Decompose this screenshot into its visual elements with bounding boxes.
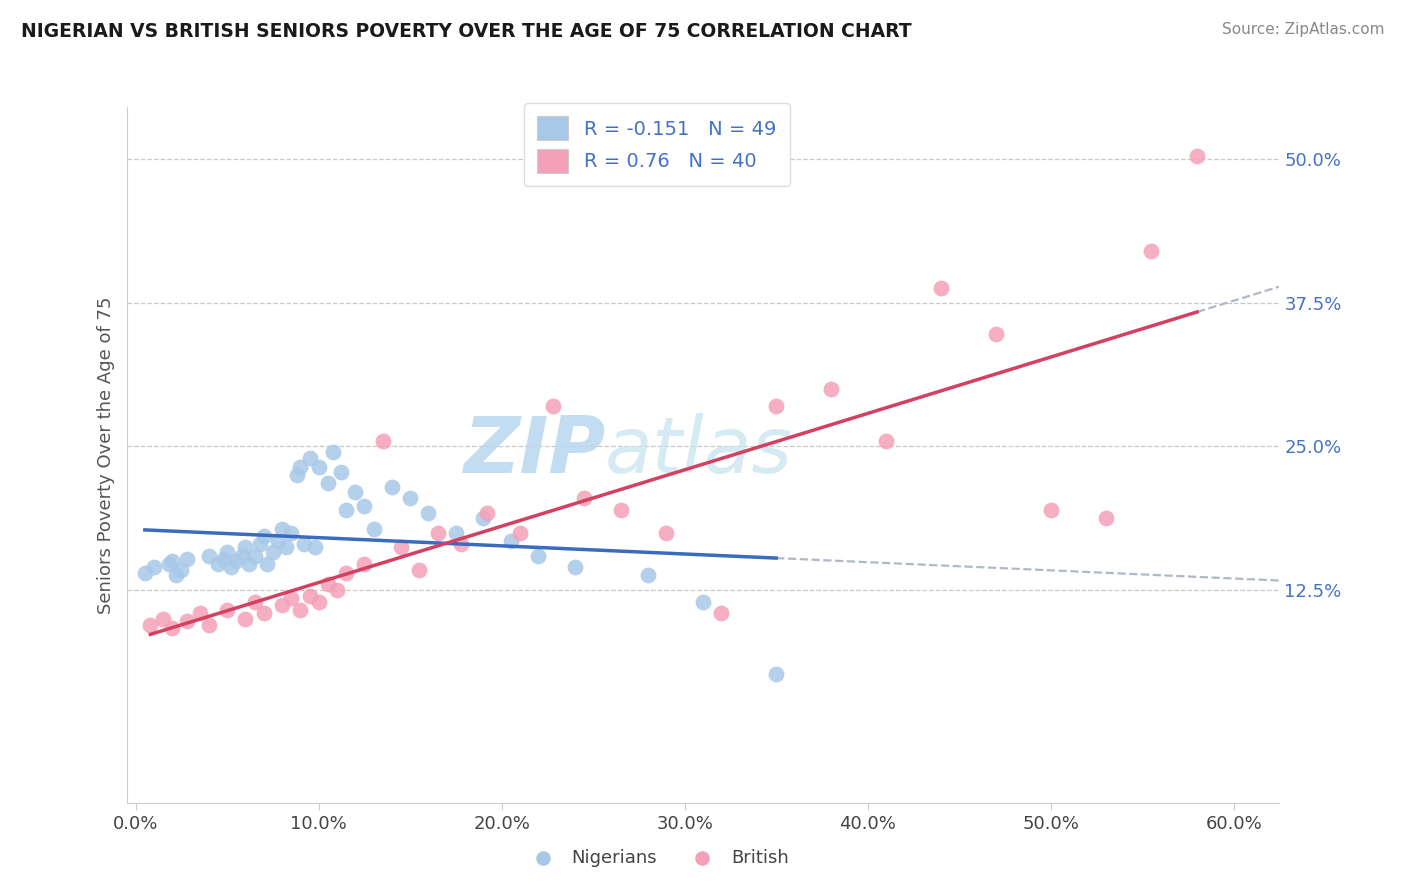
Point xyxy=(280,525,302,540)
Point xyxy=(139,617,162,632)
Point xyxy=(157,557,180,571)
Point xyxy=(198,617,221,632)
Point xyxy=(399,491,422,505)
Point xyxy=(188,606,211,620)
Point xyxy=(243,549,266,563)
Point xyxy=(408,564,430,578)
Point xyxy=(143,560,166,574)
Point xyxy=(609,502,631,516)
Point xyxy=(290,602,312,616)
Point xyxy=(1140,244,1163,258)
Point xyxy=(134,566,156,580)
Point xyxy=(170,564,193,578)
Text: atlas: atlas xyxy=(605,413,793,490)
Point xyxy=(231,549,253,563)
Point xyxy=(308,594,330,608)
Point xyxy=(271,522,294,536)
Point xyxy=(929,280,952,294)
Point xyxy=(371,434,394,448)
Point xyxy=(984,326,1007,341)
Point xyxy=(329,465,352,479)
Point xyxy=(527,549,550,563)
Point xyxy=(298,589,321,603)
Point xyxy=(235,541,257,555)
Text: NIGERIAN VS BRITISH SENIORS POVERTY OVER THE AGE OF 75 CORRELATION CHART: NIGERIAN VS BRITISH SENIORS POVERTY OVER… xyxy=(21,22,911,41)
Point xyxy=(389,541,412,555)
Point xyxy=(655,525,678,540)
Point xyxy=(564,560,586,574)
Point xyxy=(285,468,308,483)
Point xyxy=(765,667,787,681)
Point xyxy=(249,537,271,551)
Point xyxy=(271,598,294,612)
Point xyxy=(322,445,344,459)
Point xyxy=(335,566,357,580)
Point xyxy=(499,533,522,548)
Point xyxy=(280,591,302,606)
Point xyxy=(238,557,260,571)
Point xyxy=(219,560,242,574)
Point xyxy=(472,510,495,524)
Point xyxy=(290,460,312,475)
Y-axis label: Seniors Poverty Over the Age of 75: Seniors Poverty Over the Age of 75 xyxy=(97,296,115,614)
Point xyxy=(326,582,349,597)
Point xyxy=(475,506,498,520)
Point xyxy=(217,545,239,559)
Point xyxy=(541,399,564,413)
Point xyxy=(444,525,467,540)
Point xyxy=(162,621,184,635)
Point xyxy=(217,602,239,616)
Point xyxy=(304,541,326,555)
Point xyxy=(292,537,315,551)
Point xyxy=(316,476,339,491)
Point xyxy=(165,568,187,582)
Point xyxy=(353,557,375,571)
Point xyxy=(572,491,595,505)
Text: Source: ZipAtlas.com: Source: ZipAtlas.com xyxy=(1222,22,1385,37)
Point xyxy=(256,557,278,571)
Point xyxy=(198,549,221,563)
Point xyxy=(152,612,174,626)
Point xyxy=(637,568,659,582)
Point xyxy=(308,460,330,475)
Point xyxy=(509,525,531,540)
Point xyxy=(207,557,229,571)
Point xyxy=(267,533,290,548)
Point xyxy=(353,499,375,513)
Point xyxy=(225,554,247,568)
Point xyxy=(875,434,897,448)
Point xyxy=(820,382,842,396)
Point xyxy=(1094,510,1116,524)
Point xyxy=(381,479,404,493)
Point xyxy=(363,522,385,536)
Point xyxy=(710,606,733,620)
Text: ZIP: ZIP xyxy=(463,413,605,490)
Point xyxy=(253,529,276,543)
Point xyxy=(692,594,714,608)
Legend: Nigerians, British: Nigerians, British xyxy=(517,841,796,874)
Point xyxy=(1185,149,1208,163)
Point xyxy=(335,502,357,516)
Point xyxy=(212,552,235,566)
Point xyxy=(316,577,339,591)
Point xyxy=(253,606,276,620)
Point xyxy=(1039,502,1062,516)
Point xyxy=(418,506,440,520)
Point xyxy=(426,525,449,540)
Point xyxy=(262,545,284,559)
Point xyxy=(765,399,787,413)
Point xyxy=(298,450,321,465)
Point xyxy=(176,552,198,566)
Point xyxy=(274,541,297,555)
Point xyxy=(344,485,367,500)
Point xyxy=(450,537,472,551)
Point xyxy=(176,614,198,628)
Point xyxy=(162,554,184,568)
Point xyxy=(235,612,257,626)
Point xyxy=(243,594,266,608)
